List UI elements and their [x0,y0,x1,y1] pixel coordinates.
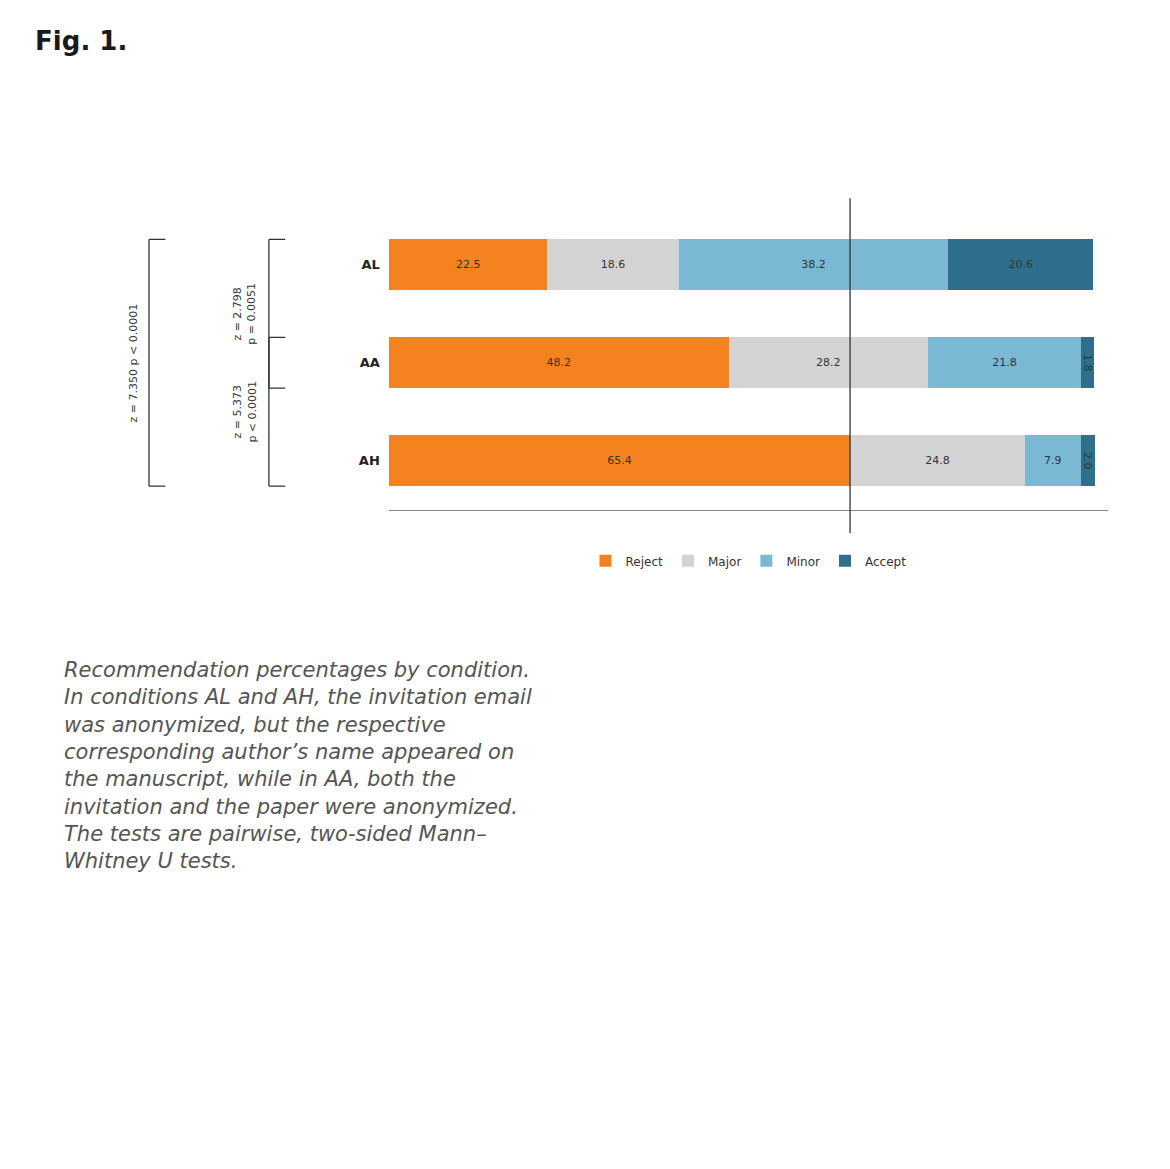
svg-text:7.9: 7.9 [1044,454,1062,467]
svg-text:20.6: 20.6 [1008,258,1033,271]
svg-text:22.5: 22.5 [456,258,481,271]
svg-text:AH: AH [359,453,380,468]
svg-text:Fig. 1.: Fig. 1. [35,26,127,56]
svg-text:48.2: 48.2 [547,356,572,369]
svg-text:Recommendation percentages by: Recommendation percentages by condition.… [64,658,532,873]
svg-text:AA: AA [360,355,380,370]
svg-text:28.2: 28.2 [816,356,841,369]
svg-text:Major: Major [708,554,741,568]
svg-text:65.4: 65.4 [607,454,632,467]
svg-text:z = 5.373p < 0.0001: z = 5.373p < 0.0001 [231,381,258,443]
svg-text:z = 2.798p = 0.0051: z = 2.798p = 0.0051 [231,283,258,345]
svg-text:2.0: 2.0 [1081,452,1094,470]
svg-text:Minor: Minor [786,554,820,568]
svg-text:21.8: 21.8 [992,356,1017,369]
svg-text:AL: AL [361,257,379,272]
svg-text:Reject: Reject [626,554,663,568]
svg-text:24.8: 24.8 [925,454,950,467]
svg-text:Accept: Accept [865,554,906,568]
svg-text:38.2: 38.2 [801,258,826,271]
svg-text:z = 7.350 p < 0.0001: z = 7.350 p < 0.0001 [127,304,140,423]
svg-text:18.6: 18.6 [601,258,626,271]
svg-text:1.8: 1.8 [1081,354,1094,372]
